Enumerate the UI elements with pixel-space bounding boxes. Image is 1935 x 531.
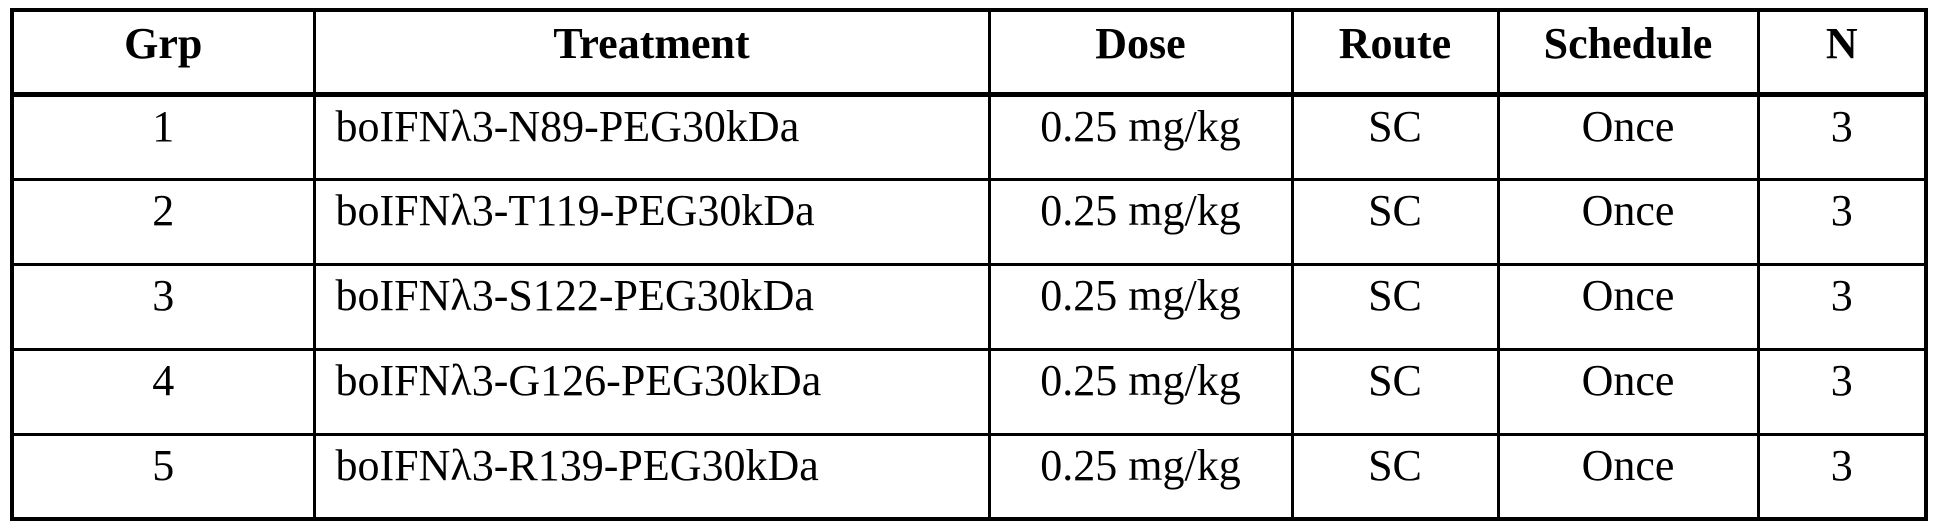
column-header-grp: Grp (10, 8, 316, 97)
cell-treatment: boIFNλ3-S122-PEG30kDa (312, 262, 991, 351)
cell-n: 3 (1756, 347, 1928, 436)
cell-n: 3 (1756, 177, 1928, 266)
cell-grp: 1 (10, 92, 316, 181)
cell-schedule: Once (1496, 92, 1760, 181)
cell-n: 3 (1756, 432, 1928, 521)
cell-dose: 0.25 mg/kg (987, 347, 1294, 436)
cell-treatment: boIFNλ3-N89-PEG30kDa (312, 92, 991, 181)
cell-n: 3 (1756, 92, 1928, 181)
cell-dose: 0.25 mg/kg (987, 432, 1294, 521)
table-row: 3 boIFNλ3-S122-PEG30kDa 0.25 mg/kg SC Once 3 (10, 262, 1928, 351)
cell-schedule: Once (1496, 262, 1760, 351)
cell-grp: 3 (10, 262, 316, 351)
header-row: Grp Treatment Dose Route Schedule N (10, 8, 1928, 97)
cell-dose: 0.25 mg/kg (987, 92, 1294, 181)
cell-dose: 0.25 mg/kg (987, 262, 1294, 351)
cell-grp: 2 (10, 177, 316, 266)
cell-schedule: Once (1496, 177, 1760, 266)
column-header-dose: Dose (987, 8, 1294, 97)
cell-route: SC (1290, 92, 1500, 181)
column-header-n: N (1756, 8, 1928, 97)
cell-grp: 4 (10, 347, 316, 436)
cell-route: SC (1290, 262, 1500, 351)
table-row: 2 boIFNλ3-T119-PEG30kDa 0.25 mg/kg SC Once 3 (10, 177, 1928, 266)
cell-treatment: boIFNλ3-G126-PEG30kDa (312, 347, 991, 436)
cell-schedule: Once (1496, 432, 1760, 521)
cell-treatment: boIFNλ3-R139-PEG30kDa (312, 432, 991, 521)
cell-route: SC (1290, 432, 1500, 521)
table-header: Grp Treatment Dose Route Schedule N (10, 8, 1928, 97)
cell-n: 3 (1756, 262, 1928, 351)
column-header-route: Route (1290, 8, 1500, 97)
table-body: 1 boIFNλ3-N89-PEG30kDa 0.25 mg/kg SC Once 3 2 b… (10, 92, 1928, 521)
treatment-groups-table: Grp Treatment Dose Route Schedule N 1 boIFNλ3-… (10, 8, 1928, 521)
column-header-schedule: Schedule (1496, 8, 1760, 97)
cell-route: SC (1290, 347, 1500, 436)
cell-schedule: Once (1496, 347, 1760, 436)
cell-route: SC (1290, 177, 1500, 266)
table-row: 4 boIFNλ3-G126-PEG30kDa 0.25 mg/kg SC Once 3 (10, 347, 1928, 436)
cell-grp: 5 (10, 432, 316, 521)
cell-dose: 0.25 mg/kg (987, 177, 1294, 266)
table-row: 5 boIFNλ3-R139-PEG30kDa 0.25 mg/kg SC Once 3 (10, 432, 1928, 521)
cell-treatment: boIFNλ3-T119-PEG30kDa (312, 177, 991, 266)
table-row: 1 boIFNλ3-N89-PEG30kDa 0.25 mg/kg SC Once 3 (10, 92, 1928, 181)
column-header-treatment: Treatment (312, 8, 991, 97)
